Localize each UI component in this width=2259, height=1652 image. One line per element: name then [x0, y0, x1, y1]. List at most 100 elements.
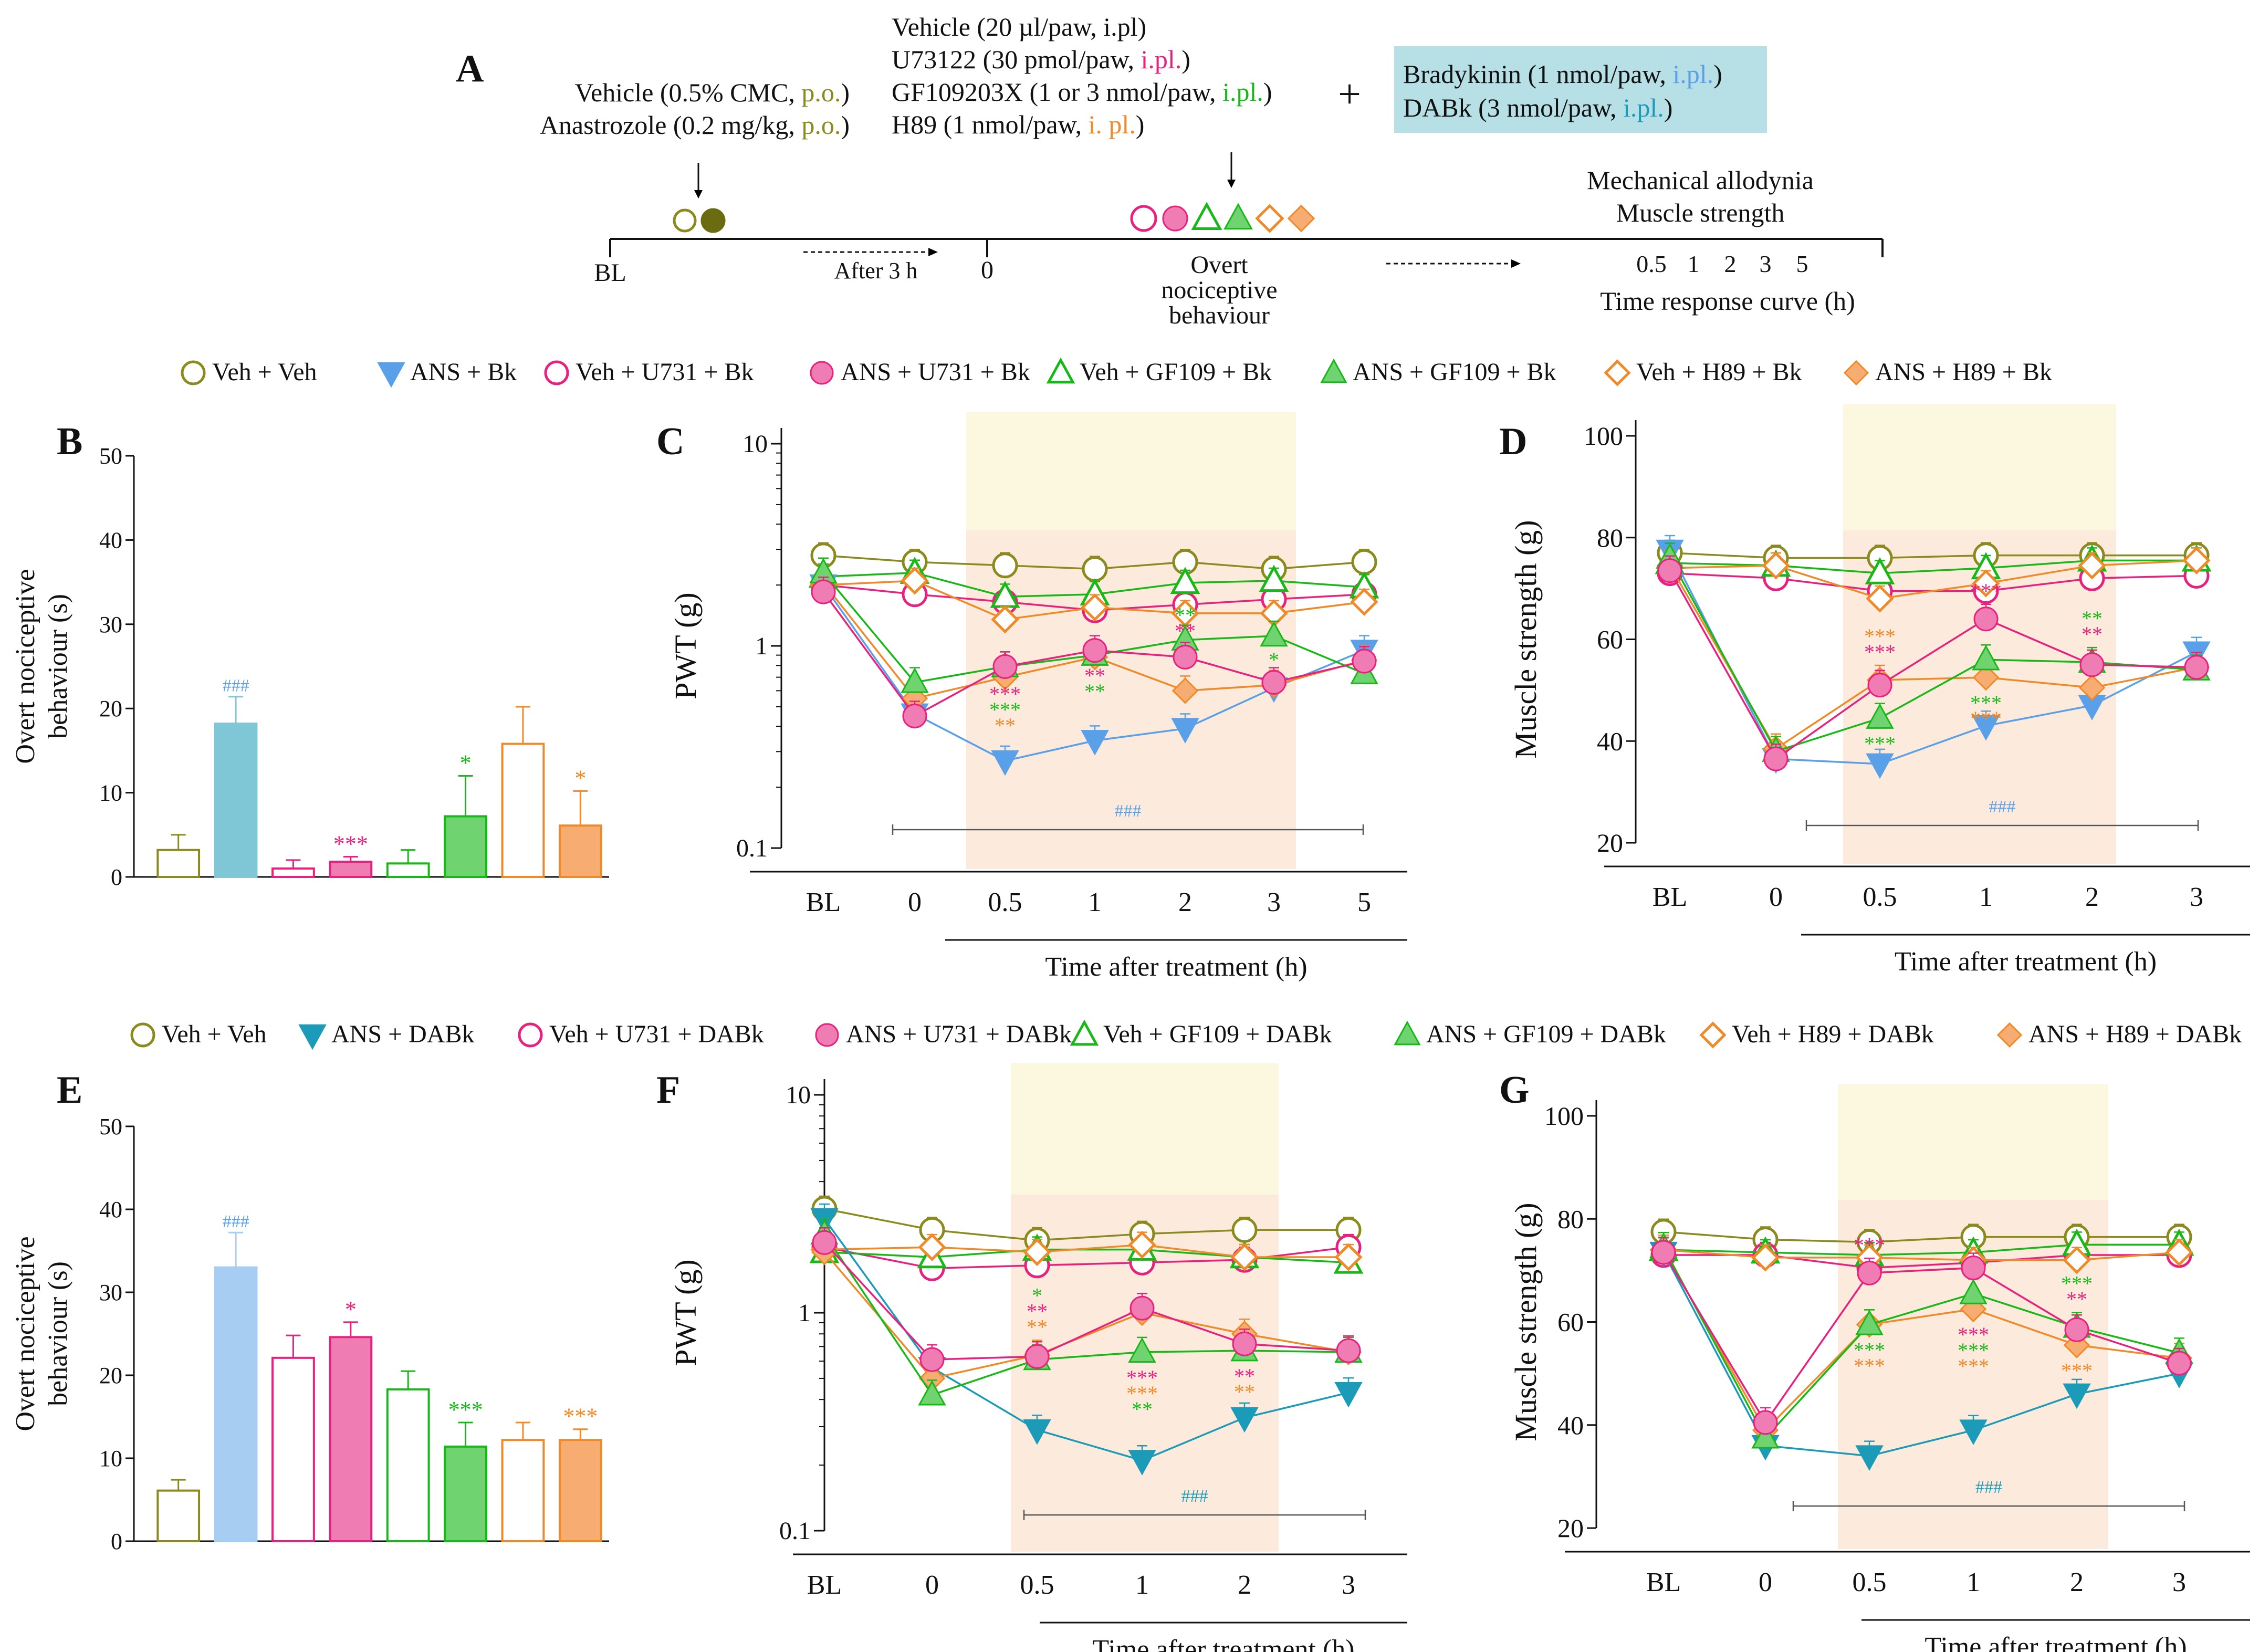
scheme-curve-label: Time response curve (h): [1600, 286, 1855, 316]
data-point: [1959, 1419, 1988, 1445]
y-tick-label: 10: [786, 1081, 811, 1109]
bar: [329, 861, 373, 879]
significance-label: **: [1175, 603, 1196, 627]
text-span: i.pl.: [1623, 93, 1664, 122]
data-point: [919, 1347, 945, 1372]
legend-bk-marker: [1604, 359, 1631, 386]
data-point: [2184, 655, 2209, 680]
bar: [214, 723, 258, 879]
scheme-plus: +: [1338, 71, 1361, 117]
x-tick-label: 0.5: [988, 887, 1022, 917]
scheme-time-tick: 0.5: [1636, 250, 1667, 277]
text-span: ): [1181, 45, 1190, 74]
legend-dabk-marker: [1699, 1021, 1727, 1049]
significance-label: ***: [989, 682, 1021, 706]
data-point: [901, 567, 929, 595]
text-span: U73122 (30 pmol/paw,: [892, 45, 1141, 74]
data-point: [1082, 638, 1107, 663]
data-point: [1972, 569, 2000, 598]
panel-letter: F: [656, 1069, 680, 1112]
x-tick-label: 1: [1135, 1570, 1149, 1600]
significance-label: *: [574, 765, 586, 791]
significance-label: **: [995, 714, 1016, 737]
x-tick-label: 0.5: [1020, 1570, 1054, 1600]
bar: [444, 1445, 487, 1542]
text-span: i. pl.: [1089, 110, 1136, 139]
line-chart-F: 0.1 1 10 BL 0 0.5 1 2 3 Time after treatment (h) P…: [656, 1063, 1407, 1652]
scheme-time-tick: 5: [1796, 250, 1808, 277]
data-point: [2167, 1351, 2192, 1376]
x-tick-label: 3: [1342, 1570, 1355, 1600]
data-point: [1972, 664, 2000, 691]
significance-label: ***: [333, 831, 368, 857]
legend-dabk-marker: [1070, 1019, 1099, 1046]
text-span: GF109203X (1 or 3 nmol/paw,: [892, 77, 1222, 107]
y-tick-label: 100: [1544, 1101, 1584, 1131]
text-span: p.o.: [801, 110, 841, 140]
y-tick-label: 0: [111, 1529, 122, 1554]
bar: [501, 743, 545, 878]
series-line: [1669, 559, 2197, 600]
treatment-window-shade: [966, 412, 1296, 530]
data-point: [1857, 1260, 1882, 1285]
significance-label: **: [1234, 1380, 1255, 1404]
data-point: [1081, 730, 1109, 756]
data-point: [1259, 564, 1289, 592]
significance-label: ***: [1958, 1354, 1989, 1378]
x-tick-label: 3: [1267, 887, 1281, 917]
legend-bk-label: ANS + U731 + Bk: [841, 358, 1030, 386]
x-axis-label: Time after treatment (h): [1092, 1635, 1354, 1652]
significance-label: ***: [1864, 732, 1896, 756]
scheme-bl: BL: [594, 259, 626, 287]
y-tick-label: 0: [111, 864, 122, 890]
significance-label: *: [1032, 1283, 1042, 1307]
significance-label: ***: [1864, 624, 1896, 648]
significance-label: *: [1269, 648, 1279, 672]
legend-bk-marker: [1843, 360, 1869, 386]
scheme-group-marker: [1255, 204, 1284, 233]
text-span: ): [841, 110, 850, 140]
legend-bk-label: Veh + U731 + Bk: [576, 358, 754, 386]
data-point: [1023, 1419, 1051, 1445]
significance-label: **: [2066, 1287, 2087, 1311]
data-point: [2078, 551, 2106, 580]
series-line: [823, 1242, 1349, 1361]
data-point: [1081, 593, 1109, 622]
y-tick-label: 40: [1597, 726, 1623, 756]
data-point: [1128, 1450, 1156, 1476]
legend-bk-label: ANS + Bk: [410, 358, 517, 386]
arrow-head: [1511, 259, 1521, 268]
x-tick-label: 0.5: [1853, 1567, 1887, 1597]
scheme-overt-label: Overt: [1190, 251, 1248, 279]
legend-dabk-label: ANS + DABk: [331, 1020, 474, 1048]
scheme-group-marker: [1162, 205, 1188, 232]
data-point: [2182, 546, 2211, 574]
significance-label: ***: [1126, 1366, 1158, 1389]
x-tick-label: BL: [1646, 1567, 1681, 1597]
text-span: ): [1263, 77, 1272, 107]
data-point: [812, 1230, 837, 1255]
bar: [501, 1439, 545, 1542]
series-line: [1669, 557, 2197, 752]
significance-label: **: [1084, 679, 1105, 703]
data-point: [901, 667, 929, 693]
data-point: [1352, 649, 1377, 674]
series-line: [1663, 1243, 2179, 1256]
data-point: [1128, 1337, 1156, 1363]
x-tick-label: BL: [1653, 882, 1687, 912]
significance-label: ***: [1854, 1354, 1885, 1377]
data-point: [2078, 674, 2106, 701]
treatment-window-shade: [966, 530, 1296, 869]
series-line: [823, 1251, 1349, 1379]
significance-label: ***: [1854, 1338, 1885, 1362]
bar: [386, 862, 430, 879]
data-point: [1855, 1309, 1884, 1335]
scheme-zero: 0: [981, 256, 993, 284]
data-point: [811, 579, 836, 604]
x-tick-label: 2: [2070, 1567, 2084, 1597]
treatment-window-shade: [1011, 1063, 1279, 1195]
data-point: [1128, 1230, 1156, 1259]
data-point: [1866, 584, 1894, 613]
y-tick-label: 20: [99, 1363, 122, 1388]
